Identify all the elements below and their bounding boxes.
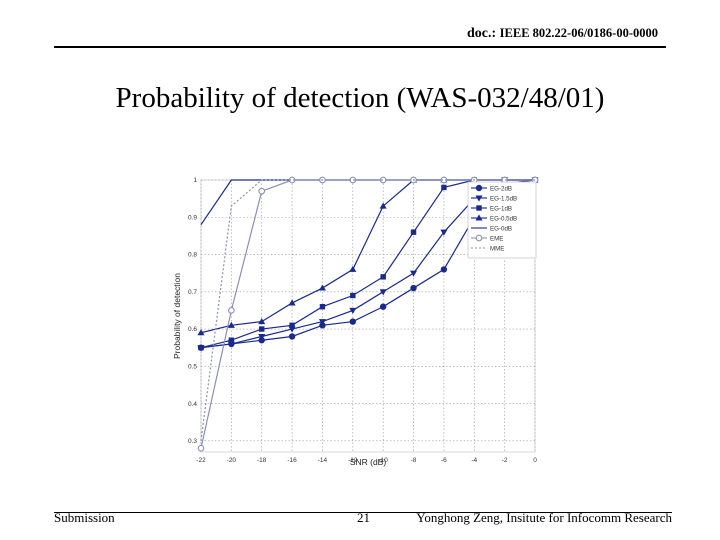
- legend-label: EG-2dB: [490, 185, 512, 192]
- doc-header: doc.: IEEE 802.22-06/0186-00-0000: [467, 26, 658, 42]
- data-point: [228, 337, 235, 343]
- legend-marker: [475, 234, 483, 242]
- x-tick-label: -12: [348, 457, 358, 464]
- data-point: [410, 284, 417, 292]
- x-tick-label: -14: [318, 457, 328, 464]
- data-point: [288, 299, 296, 306]
- x-axis-label: SNR (dB): [350, 457, 387, 467]
- doc-label: doc.:: [466, 26, 497, 41]
- data-point: [410, 229, 417, 235]
- x-tick-label: -22: [196, 457, 206, 464]
- y-tick-label: 0.7: [188, 289, 197, 296]
- legend-label: MME: [490, 245, 504, 252]
- data-point: [440, 266, 448, 273]
- doc-number: IEEE 802.22-06/0186-00-0000: [499, 26, 658, 40]
- x-tick-label: 0: [533, 457, 537, 464]
- data-point: [441, 184, 447, 191]
- x-tick-label: -18: [257, 457, 267, 464]
- legend-marker: [475, 195, 483, 202]
- data-point: [349, 318, 357, 325]
- slide-title: Probability of detection (WAS-032/48/01): [115, 82, 605, 114]
- data-point: [318, 319, 326, 326]
- y-tick-label: 1: [193, 177, 197, 184]
- x-tick-label: -8: [411, 457, 417, 464]
- y-tick-label: 0.4: [188, 401, 197, 408]
- y-tick-label: 0.6: [188, 326, 197, 333]
- footer-submission: Submission: [54, 510, 115, 525]
- legend-label: EG-1.5dB: [490, 195, 517, 202]
- data-point: [379, 289, 387, 296]
- legend-marker: [475, 184, 483, 192]
- chart-legend: EG-2dB EG-1.5dB EG-1dB EG-0.5dB EG-0dB EME MME: [467, 181, 537, 259]
- data-point: [350, 292, 356, 299]
- data-point: [258, 187, 266, 195]
- data-point: [259, 326, 265, 332]
- series-layer: [197, 176, 539, 452]
- page-number: 21: [357, 510, 370, 525]
- data-point: [197, 444, 205, 452]
- x-tick-label: -20: [227, 457, 237, 464]
- x-tick-label: -16: [287, 457, 297, 464]
- data-point: [227, 321, 235, 328]
- detection-probability-chart: -22 -20 -18 -16 -14 -12 -10 -8 -6 -4 -2 00.30.40.50…: [168, 168, 554, 478]
- chart-figure: -22 -20 -18 -16 -14 -12 -10 -8 -6 -4 -2 0 0.3 0.4 0.5 0…: [168, 168, 554, 478]
- data-point: [228, 307, 235, 314]
- footer-divider: [54, 512, 672, 513]
- legend-label: EG-0dB: [490, 225, 512, 232]
- data-point: [379, 202, 387, 209]
- legend-label: EME: [490, 235, 503, 242]
- y-tick-label: 0.3: [188, 438, 197, 445]
- data-point: [288, 333, 296, 340]
- x-tick-label: -10: [378, 457, 388, 464]
- legend-marker: [475, 214, 483, 221]
- data-point: [198, 344, 204, 351]
- data-point: [380, 274, 386, 280]
- y-tick-label: 0.8: [188, 252, 197, 259]
- series-line: [200, 179, 535, 449]
- legend-label: EG-0.5dB: [490, 215, 517, 222]
- legend-marker: [476, 205, 482, 211]
- x-tick-label: -2: [502, 457, 508, 464]
- data-point: [349, 307, 357, 315]
- data-point: [258, 317, 266, 325]
- legend-label: EG-1dB: [490, 205, 512, 212]
- data-point: [379, 303, 387, 310]
- data-point: [197, 329, 205, 336]
- data-point: [319, 303, 326, 310]
- y-tick-label: 0.9: [188, 214, 197, 221]
- data-point: [440, 229, 448, 236]
- tick-layer: -22 -20 -18 -16 -14 -12 -10 -8 -6 -4 -2 00.30.40.50…: [188, 177, 537, 464]
- y-axis-label: Probability of detection: [172, 273, 182, 359]
- data-point: [289, 322, 295, 329]
- data-point: [410, 270, 418, 277]
- header-divider: [54, 46, 666, 48]
- y-tick-label: 0.5: [188, 364, 197, 371]
- data-point: [318, 284, 326, 291]
- x-tick-label: -6: [441, 457, 447, 464]
- footer-author: Yonghong Zeng, Insitute for Infocomm Res…: [416, 510, 672, 525]
- x-tick-label: -4: [471, 457, 477, 464]
- data-point: [349, 265, 357, 272]
- data-point: [258, 333, 266, 341]
